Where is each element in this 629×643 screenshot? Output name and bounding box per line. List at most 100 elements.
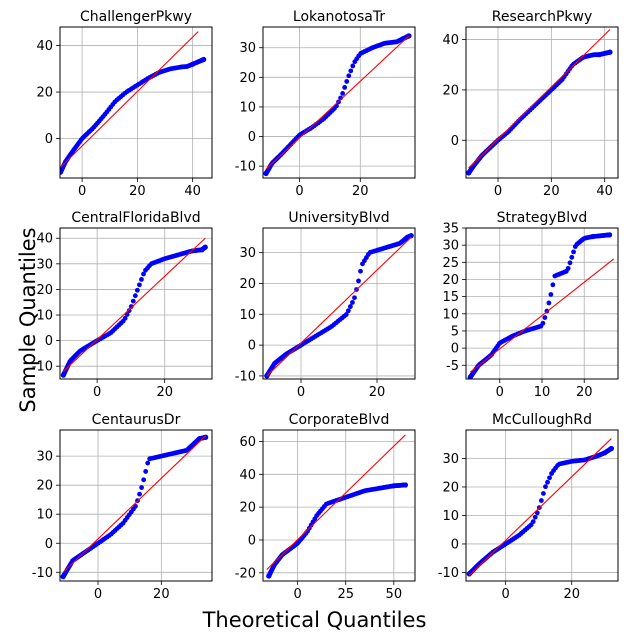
sample-point [540, 320, 546, 326]
y-tick-label: 30 [239, 246, 256, 261]
y-tick-label: -10 [32, 566, 53, 581]
y-tick-label: 10 [442, 307, 459, 322]
sample-point [126, 308, 132, 314]
sample-point [550, 282, 556, 288]
sample-point [400, 36, 406, 42]
sample-point [139, 485, 144, 490]
plot-area [466, 29, 613, 176]
sample-point [391, 483, 397, 489]
subplot-title: UniversityBlvd [288, 210, 389, 226]
reference-line [266, 434, 406, 570]
x-tick-label: 20 [369, 385, 386, 400]
y-tick-label: 30 [239, 41, 256, 56]
x-tick-label: 0 [94, 587, 102, 602]
sample-point [350, 63, 356, 69]
sample-point [543, 484, 548, 490]
figure-ylabel: Sample Quantiles [16, 227, 40, 413]
sample-point [145, 460, 151, 466]
y-tick-label: -10 [32, 360, 53, 375]
axes-frame [465, 227, 619, 380]
x-tick-label: 20 [576, 385, 593, 400]
sample-point [130, 298, 136, 304]
axes-frame [262, 429, 416, 582]
y-tick-label: 15 [442, 290, 459, 305]
y-tick-label: 0 [248, 533, 256, 548]
y-tick-label: 0 [451, 537, 459, 552]
y-tick-label: 20 [36, 283, 53, 298]
x-tick-label: 40 [184, 184, 201, 199]
axes-frame [465, 429, 619, 582]
plot-area [60, 237, 208, 378]
y-tick-label: -20 [235, 566, 256, 581]
reference-line [468, 29, 611, 169]
plot-area [60, 434, 209, 580]
subplot-title: CentaurusDr [92, 412, 181, 428]
sample-point [60, 372, 66, 378]
sample-point [266, 573, 272, 579]
y-tick-label: 10 [239, 100, 256, 115]
subplot: 0 20 40 0 20 40 ResearchPkwy [442, 9, 619, 199]
subplot: 0 10 20 -5 0 5 10 15 20 25 30 35 StrategyBlvd [442, 210, 619, 400]
sample-point [541, 491, 546, 496]
x-tick-label: 20 [129, 184, 146, 199]
reference-line [469, 258, 615, 373]
subplot-title: McCulloughRd [492, 412, 592, 428]
sample-point [404, 234, 410, 240]
sample-point [546, 300, 552, 306]
plot-area [466, 438, 614, 577]
y-tick-label: 40 [442, 33, 459, 48]
y-tick-label: 40 [239, 468, 256, 483]
subplot: 0 20 -10 0 10 20 30 McCulloughRd [438, 412, 619, 602]
sample-point [467, 374, 473, 379]
subplot-title: ResearchPkwy [492, 9, 593, 25]
sample-point [606, 232, 613, 238]
y-tick-label: 20 [442, 480, 459, 495]
x-tick-label: 20 [563, 587, 580, 602]
x-tick-label: 0 [295, 184, 303, 199]
sample-point [358, 268, 363, 274]
x-tick-label: 10 [534, 385, 551, 400]
x-tick-label: 0 [93, 385, 101, 400]
reference-line [60, 31, 199, 169]
y-tick-label: 10 [239, 308, 256, 323]
sample-point [607, 49, 613, 55]
sample-point [352, 295, 357, 301]
subplot: 0 20 -10 0 10 20 30 40 CentralFloridaBlvd [32, 210, 213, 400]
subplot: 0 20 -10 0 10 20 30 LokanotosaTr [235, 9, 416, 199]
sample-point [203, 434, 209, 440]
sample-point [356, 278, 361, 284]
y-tick-label: 10 [36, 309, 53, 324]
sample-point [348, 68, 354, 74]
sample-point [402, 482, 408, 488]
reference-line [468, 438, 612, 576]
axes-frame [465, 26, 619, 179]
plot-area [60, 31, 207, 175]
sample-point [538, 498, 544, 503]
sample-point [143, 469, 149, 474]
sample-point [190, 61, 196, 67]
y-tick-label: 40 [36, 232, 53, 247]
y-tick-label: 20 [442, 83, 459, 98]
y-tick-label: 20 [239, 501, 256, 516]
y-tick-label: -10 [438, 566, 459, 581]
sample-point [602, 450, 608, 456]
x-tick-label: 0 [78, 184, 86, 199]
sample-point [569, 254, 575, 260]
subplot: 0 20 40 0 20 40 ChallengerPkwy [36, 9, 213, 199]
sample-point [343, 312, 349, 317]
sample-point [60, 169, 64, 175]
sample-point [134, 287, 140, 293]
sample-point [137, 491, 142, 497]
axes-frame [262, 26, 416, 179]
axes-frame [59, 227, 213, 380]
y-tick-label: 25 [442, 256, 459, 271]
y-tick-label: 0 [248, 339, 256, 354]
y-tick-label: 0 [248, 130, 256, 145]
y-tick-label: 20 [36, 479, 53, 494]
subplot-title: LokanotosaTr [293, 9, 385, 25]
x-tick-label: 0 [494, 184, 502, 199]
sample-point [342, 85, 348, 90]
sample-point [565, 265, 571, 271]
subplot-title: StrategyBlvd [497, 210, 588, 226]
